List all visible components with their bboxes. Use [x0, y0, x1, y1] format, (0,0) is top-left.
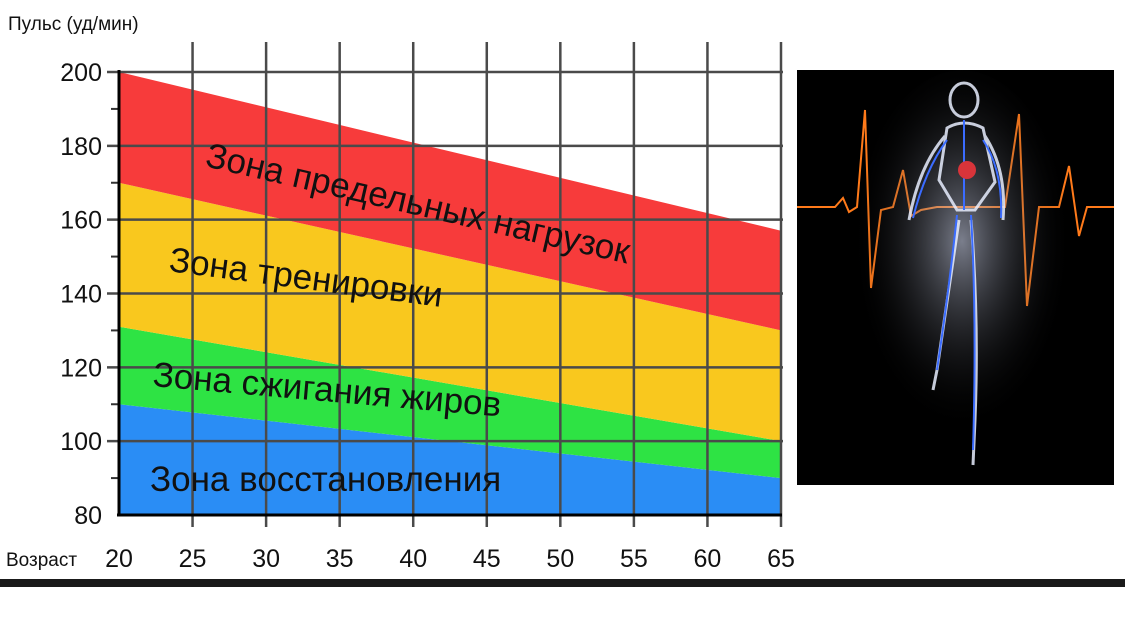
- x-tick-labels: 20 25 30 35 40 45 50 55 60 65: [105, 545, 795, 573]
- x-tick-label: 35: [326, 545, 354, 573]
- x-axis-title: Возраст: [6, 550, 77, 571]
- y-tick-labels: 80 100 120 140 160 180 200: [60, 59, 102, 530]
- heart: [958, 161, 976, 179]
- y-tick-label: 160: [60, 207, 102, 235]
- y-tick-label: 200: [60, 59, 102, 87]
- x-tick-label: 40: [399, 545, 427, 573]
- y-tick-label: 140: [60, 281, 102, 309]
- axes: [117, 70, 782, 517]
- zone-area-1: [119, 404, 781, 515]
- x-tick-label: 20: [105, 545, 133, 573]
- y-axis-title: Пульс (уд/мин): [8, 14, 139, 35]
- x-tick-label: 65: [767, 545, 795, 573]
- x-tick-label: 45: [473, 545, 501, 573]
- y-tick-label: 120: [60, 354, 102, 382]
- running-anatomy-image: [797, 70, 1114, 485]
- y-tick-label: 100: [60, 428, 102, 456]
- x-tick-label: 50: [546, 545, 574, 573]
- zone-label-1: Зона восстановления: [150, 460, 501, 499]
- y-tick-label: 180: [60, 133, 102, 161]
- bottom-divider: [0, 579, 1125, 587]
- x-tick-label: 30: [252, 545, 280, 573]
- zone-area-3: [119, 182, 781, 442]
- heart-rate-zone-chart: 80 100 120 140 160 180 200 20 25 30 35 40 45 50 55 60 6…: [6, 14, 795, 573]
- y-tick-label: 80: [74, 502, 102, 530]
- x-tick-label: 25: [179, 545, 207, 573]
- x-tick-label: 60: [694, 545, 722, 573]
- running-figure-illustration: [797, 70, 1114, 466]
- x-tick-label: 55: [620, 545, 648, 573]
- grid-lines: [107, 42, 783, 527]
- zone-area-4: [119, 72, 781, 331]
